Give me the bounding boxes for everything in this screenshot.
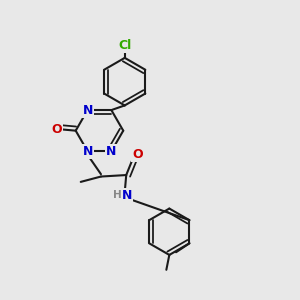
Text: Cl: Cl [118,39,131,52]
Text: N: N [82,103,93,117]
Text: O: O [132,148,142,161]
Text: N: N [106,145,116,158]
Text: O: O [51,123,62,136]
Text: H: H [113,190,122,200]
Text: N: N [122,189,132,202]
Text: N: N [82,145,93,158]
